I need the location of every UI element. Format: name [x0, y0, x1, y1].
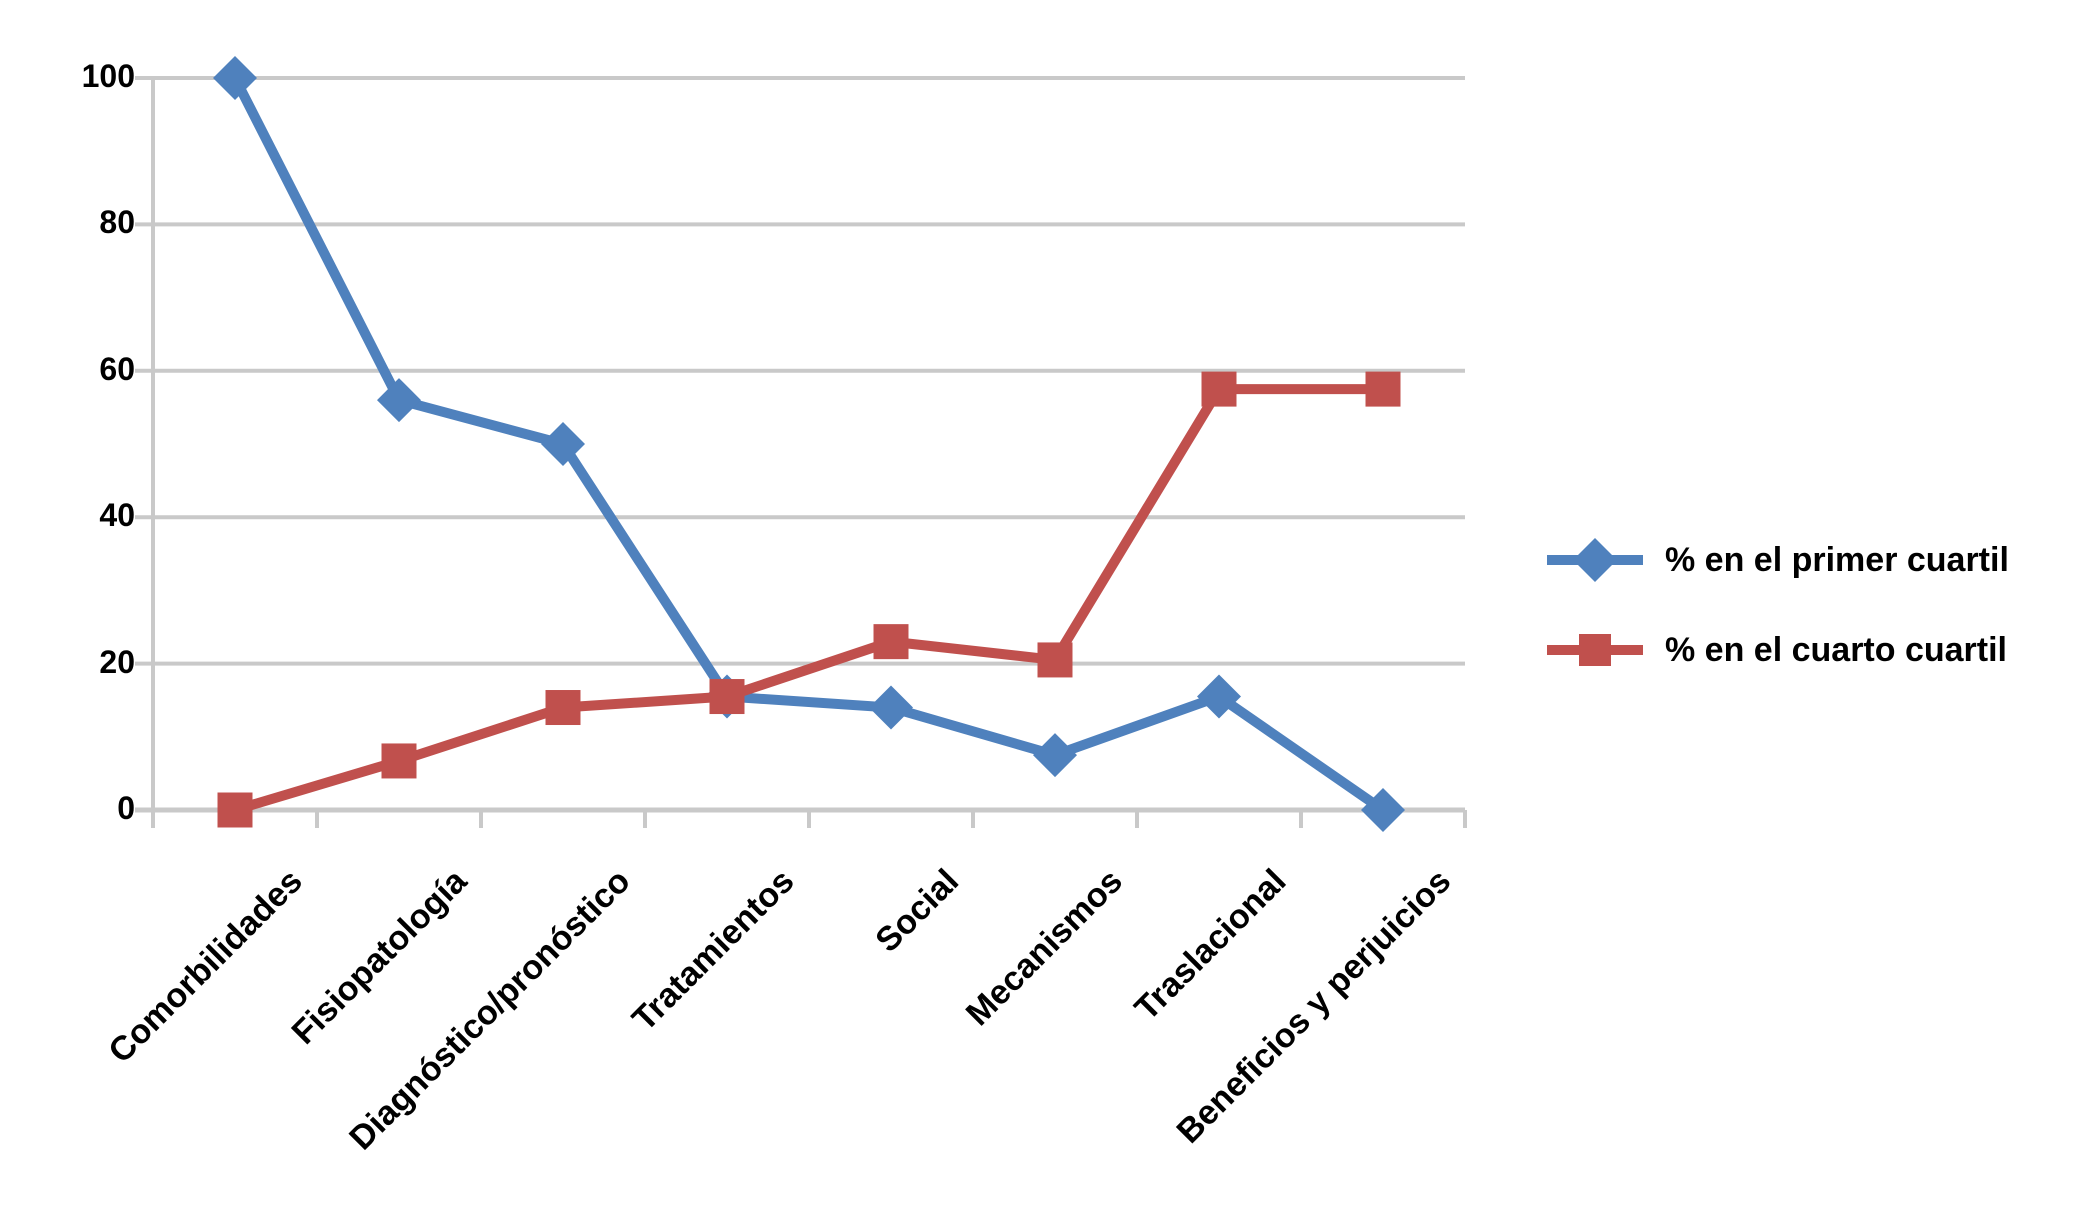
data-point-marker — [1033, 733, 1077, 778]
legend-label-primer-cuartil: % en el primer cuartil — [1665, 540, 2009, 579]
data-point-marker — [1037, 642, 1073, 678]
y-tick-label: 100 — [81, 58, 135, 95]
y-tick-label: 40 — [99, 497, 135, 534]
data-point-marker — [545, 690, 581, 726]
data-point-marker — [381, 743, 417, 779]
data-point-marker — [541, 422, 585, 466]
data-point-marker — [869, 685, 913, 730]
legend: % en el primer cuartil % en el cuarto cu… — [1545, 532, 2009, 678]
data-point-marker — [1361, 788, 1405, 832]
data-point-marker — [1201, 371, 1237, 407]
legend-item-primer-cuartil: % en el primer cuartil — [1545, 532, 2009, 588]
data-point-marker — [1197, 674, 1241, 719]
data-point-marker — [873, 624, 909, 660]
series-line-0 — [230, 73, 1388, 815]
legend-item-cuarto-cuartil: % en el cuarto cuartil — [1545, 622, 2009, 678]
series-line-1 — [230, 384, 1388, 815]
y-tick-label: 20 — [99, 643, 135, 680]
data-point-marker — [1365, 371, 1401, 407]
legend-square-marker-icon — [1547, 634, 1643, 666]
y-tick-label: 60 — [99, 350, 135, 387]
legend-diamond-marker-icon — [1547, 538, 1643, 582]
y-tick-label: 80 — [99, 204, 135, 241]
legend-label-cuarto-cuartil: % en el cuarto cuartil — [1665, 630, 2007, 669]
data-point-marker — [709, 679, 745, 715]
data-point-marker — [213, 56, 257, 100]
data-point-marker — [377, 378, 421, 423]
y-tick-label: 0 — [117, 790, 135, 827]
data-point-marker — [217, 792, 253, 828]
